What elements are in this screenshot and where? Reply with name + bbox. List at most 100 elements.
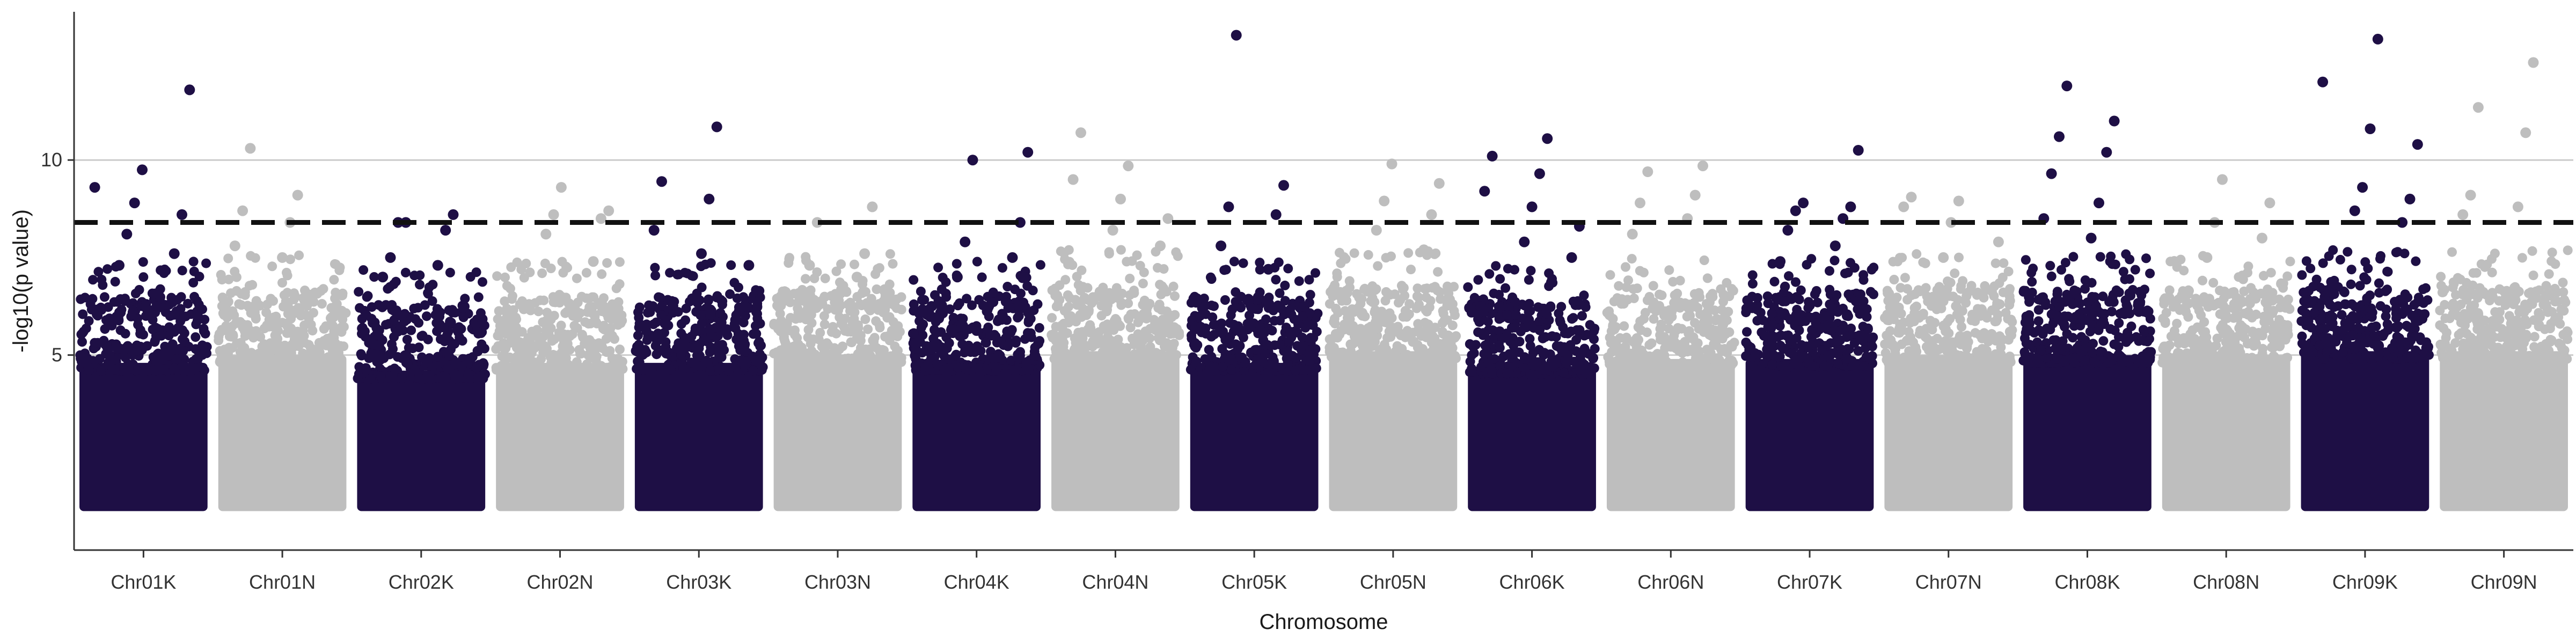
snp-point (1195, 311, 1205, 321)
top-snp-point (743, 260, 755, 271)
snp-point (909, 299, 919, 309)
snp-point (128, 305, 138, 316)
snp-point (1817, 345, 1827, 355)
snp-point (112, 343, 122, 354)
chromosome-chr09k (2296, 33, 2434, 511)
snp-point (712, 291, 722, 301)
snp-point (520, 364, 530, 374)
snp-point (991, 365, 1001, 376)
snp-point (397, 373, 407, 383)
snp-point (1110, 347, 1121, 357)
snp-point (654, 292, 664, 302)
snp-point (1832, 335, 1842, 346)
snp-point (1710, 305, 1720, 316)
snp-point (1655, 324, 1665, 334)
snp-point (686, 357, 696, 368)
snp-point (748, 365, 758, 376)
snp-point (1785, 336, 1795, 346)
snp-point (819, 292, 830, 302)
snp-point (1304, 297, 1314, 308)
snp-point (988, 287, 998, 297)
snp-point (995, 336, 1005, 347)
snp-point (326, 303, 336, 313)
snp-point (2124, 288, 2134, 298)
snp-point (2111, 285, 2121, 295)
snp-point (739, 330, 749, 340)
snp-point (282, 268, 291, 277)
snp-point (1274, 257, 1284, 267)
top-snp-point (1487, 150, 1498, 162)
snp-point (401, 357, 411, 368)
top-snp-point (804, 260, 815, 271)
snp-point (2070, 353, 2080, 363)
snp-point (751, 285, 761, 295)
snp-point (151, 288, 161, 298)
chromosome-chr04n (1046, 127, 1184, 511)
snp-point (96, 302, 106, 312)
top-snp-point (1993, 236, 2004, 247)
snp-point (2123, 327, 2133, 338)
snp-point (1258, 356, 1268, 365)
snp-point (1752, 293, 1762, 303)
snp-point (404, 343, 414, 353)
snp-point (1673, 323, 1683, 333)
snp-point (2029, 328, 2039, 338)
snp-point (602, 309, 612, 319)
snp-point (400, 267, 411, 277)
snp-point (2067, 299, 2077, 309)
snp-point (2041, 300, 2051, 310)
snp-point (786, 357, 796, 367)
snp-point (356, 349, 366, 359)
snp-point (544, 330, 554, 339)
snp-point (594, 299, 603, 310)
snp-point (980, 338, 991, 348)
snp-point (1218, 362, 1228, 372)
snp-point (1568, 313, 1578, 323)
snp-point (1060, 275, 1071, 285)
dense-points (496, 363, 624, 511)
snp-point (695, 361, 705, 371)
snp-point (1796, 285, 1806, 295)
snp-point (1621, 332, 1631, 342)
snp-point (1833, 358, 1843, 368)
snp-point (431, 318, 442, 328)
snp-point (538, 348, 548, 358)
snp-point (472, 363, 481, 373)
snp-point (1921, 342, 1931, 352)
snp-point (443, 364, 453, 374)
snp-point (1035, 260, 1045, 270)
snp-point (554, 298, 565, 308)
snp-point (355, 303, 365, 313)
snp-point (1883, 288, 1893, 298)
snp-point (301, 357, 311, 367)
snp-point (2197, 295, 2207, 305)
snp-point (1995, 331, 2005, 341)
snp-point (317, 299, 327, 309)
snp-point (1555, 317, 1565, 327)
snp-point (613, 320, 623, 330)
snp-point (506, 283, 515, 294)
snp-point (1111, 283, 1122, 293)
snp-point (680, 335, 690, 345)
snp-point (647, 364, 657, 374)
snp-point (918, 330, 928, 340)
top-snp-point (711, 121, 722, 133)
snp-point (2003, 266, 2014, 276)
snp-point (1534, 345, 1545, 355)
dense-points (773, 355, 902, 511)
snp-point (705, 365, 715, 376)
snp-point (93, 338, 103, 348)
snp-point (687, 293, 697, 303)
snp-point (1255, 258, 1265, 268)
snp-point (561, 353, 571, 363)
snp-point (1190, 341, 1200, 352)
snp-point (2056, 345, 2066, 355)
snp-point (602, 258, 612, 268)
snp-point (1605, 270, 1615, 280)
snp-point (2134, 336, 2144, 346)
snp-point (284, 356, 294, 367)
snp-point (2046, 271, 2057, 281)
snp-point (1220, 295, 1230, 305)
snp-point (172, 295, 182, 305)
snp-point (1230, 323, 1240, 333)
